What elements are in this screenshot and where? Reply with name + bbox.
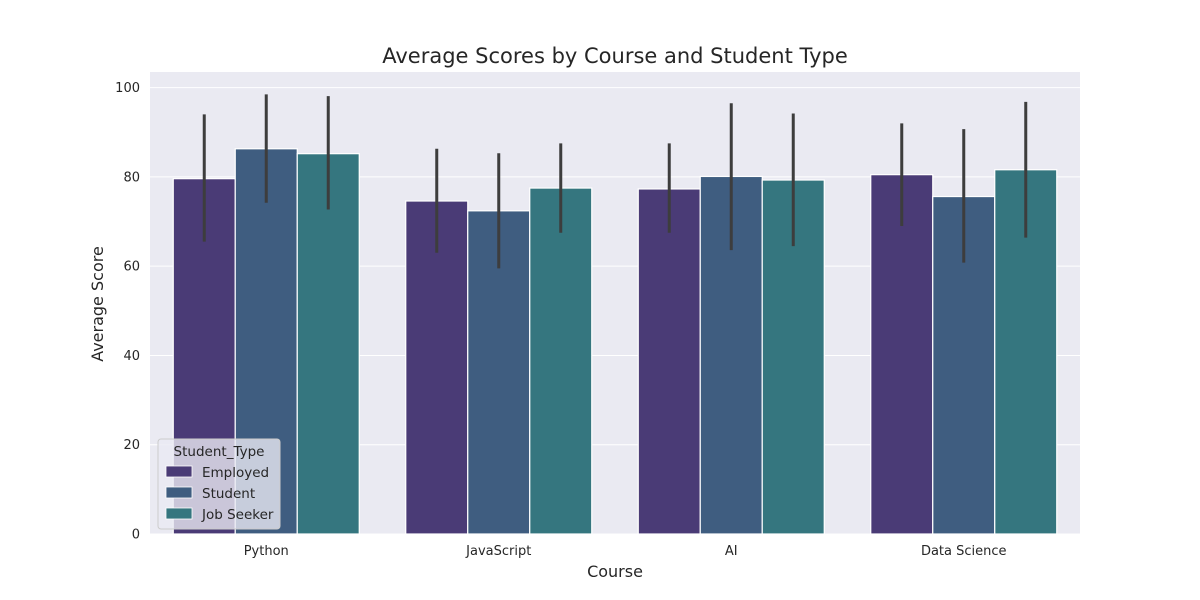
chart-title: Average Scores by Course and Student Typ…: [382, 44, 848, 68]
legend-swatch: [165, 507, 193, 520]
bar: [405, 200, 469, 535]
legend: Student_Type Employed Student Job Seeker: [157, 438, 281, 530]
y-tick-label: 80: [123, 170, 140, 185]
bar: [637, 188, 701, 535]
error-bars: [202, 94, 1028, 269]
legend-box: [157, 438, 281, 530]
bar: [994, 169, 1058, 535]
y-tick-labels: 0 20 40 60 80 100: [115, 81, 140, 542]
y-tick-label: 60: [123, 260, 140, 275]
legend-title: Student_Type: [174, 444, 265, 460]
legend-label: Student: [202, 486, 255, 502]
legend-label: Employed: [202, 465, 269, 481]
x-tick-label: Data Science: [921, 544, 1007, 559]
x-tick-label: Python: [244, 544, 289, 559]
y-tick-label: 100: [115, 81, 140, 96]
x-axis-label: Course: [587, 562, 643, 581]
y-tick-label: 0: [132, 528, 140, 543]
y-tick-label: 20: [123, 438, 140, 453]
y-axis-label: Average Score: [88, 246, 107, 362]
y-tick-label: 40: [123, 349, 140, 364]
legend-swatch: [165, 465, 193, 478]
x-tick-label: AI: [725, 544, 738, 559]
bar: [296, 153, 360, 535]
bar: [870, 174, 934, 535]
bar: [529, 187, 593, 535]
x-tick-label: JavaScript: [465, 544, 531, 559]
x-tick-labels: Python JavaScript AI Data Science: [244, 544, 1007, 559]
legend-swatch: [165, 486, 193, 499]
legend-label: Job Seeker: [201, 507, 274, 523]
